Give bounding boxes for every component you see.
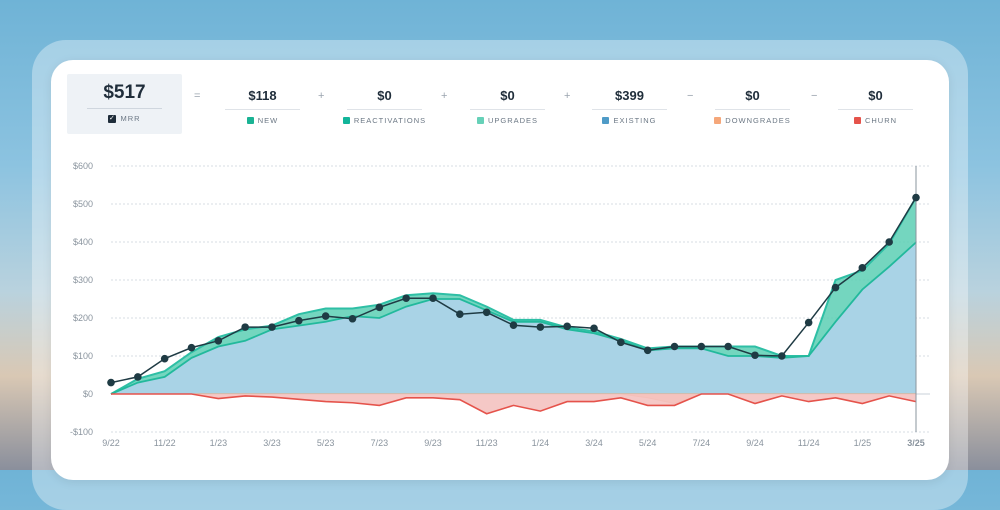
x-tick-label: 5/24 — [639, 438, 657, 448]
downgrades-value: $0 — [715, 88, 790, 110]
mrr-point — [509, 321, 518, 330]
mrr-point — [831, 283, 840, 292]
mrr-point — [912, 193, 920, 202]
x-tick-label: 3/23 — [263, 438, 281, 448]
mrr-point — [375, 303, 384, 312]
x-tick-label: 9/23 — [424, 438, 442, 448]
churn-label: CHURN — [864, 116, 898, 125]
existing-swatch — [602, 117, 610, 124]
mrr-point — [268, 323, 276, 331]
mrr-point — [751, 351, 759, 360]
mrr-point — [617, 338, 625, 347]
downgrades-swatch — [714, 117, 722, 124]
mrr-point — [321, 312, 330, 320]
mrr-point — [885, 238, 893, 246]
metric-downgrades[interactable]: $0 DOWNGRADES — [695, 74, 810, 134]
operator-plus-3: + — [564, 90, 571, 102]
x-tick-label: 11/23 — [476, 438, 498, 448]
churn-swatch — [853, 117, 861, 124]
mrr-point — [241, 323, 249, 331]
metric-churn[interactable]: $0 CHURN — [818, 74, 933, 134]
mrr-point — [107, 378, 115, 387]
checkbox-icon[interactable]: ✓ — [108, 114, 117, 123]
y-tick-label: -$100 — [70, 427, 93, 437]
metric-existing[interactable]: $399 EXISTING — [572, 74, 687, 134]
x-tick-label: 1/25 — [854, 438, 872, 448]
mrr-point — [563, 322, 571, 331]
mrr-point — [697, 342, 706, 351]
mrr-card: $517 ✓ MRR = $118 NEW + $0 REACTIVATIONS… — [51, 60, 949, 480]
mrr-point — [670, 342, 679, 351]
new-value: $118 — [225, 88, 300, 110]
mrr-point — [482, 308, 491, 317]
x-tick-label: 9/22 — [102, 438, 120, 448]
mrr-chart[interactable]: -$100 $0 $100 $200 $300 $400 $500 $600 9/22 11/22… — [0, 0, 1000, 470]
x-tick-label: 3/24 — [585, 438, 603, 448]
upgrades-value: $0 — [470, 88, 545, 110]
y-tick-label: $200 — [73, 313, 93, 323]
operator-minus-1: − — [687, 90, 694, 102]
mrr-point — [456, 310, 464, 319]
reactivations-swatch — [342, 117, 350, 124]
mrr-value: $517 — [87, 82, 162, 109]
mrr-point — [187, 343, 196, 352]
y-tick-label: $600 — [73, 161, 93, 171]
mrr-point — [590, 324, 598, 333]
mrr-point — [348, 314, 357, 323]
new-swatch — [246, 117, 254, 124]
upgrades-label: UPGRADES — [487, 116, 539, 125]
new-label: NEW — [257, 116, 279, 125]
mrr-point — [160, 354, 169, 363]
metric-mrr[interactable]: $517 ✓ MRR — [67, 74, 182, 134]
x-tick-label: 11/22 — [154, 438, 176, 448]
mrr-point — [134, 373, 142, 381]
mrr-point — [858, 264, 867, 272]
metric-new[interactable]: $118 NEW — [205, 74, 320, 134]
existing-value: $399 — [592, 88, 667, 110]
x-tick-label: 3/25 — [907, 438, 925, 448]
x-tick-label: 1/23 — [210, 438, 228, 448]
y-tick-label: $100 — [73, 351, 93, 361]
operator-plus-2: + — [441, 90, 448, 102]
mrr-point — [214, 337, 223, 345]
y-tick-label: $400 — [73, 237, 93, 247]
mrr-point — [402, 294, 410, 303]
x-tick-label: 9/24 — [746, 438, 764, 448]
x-tick-label: 5/23 — [317, 438, 335, 448]
x-tick-label: 1/24 — [532, 438, 550, 448]
series-churn-area — [111, 394, 916, 414]
existing-label: EXISTING — [613, 116, 657, 125]
operator-minus-2: − — [811, 90, 818, 102]
series-churn-line — [111, 393, 917, 415]
mrr-point — [643, 346, 652, 355]
mrr-point — [295, 316, 303, 325]
y-tick-label: $0 — [83, 389, 93, 399]
churn-value: $0 — [838, 88, 913, 110]
upgrades-swatch — [476, 117, 484, 124]
operator-plus-1: + — [318, 90, 325, 102]
mrr-point — [778, 352, 786, 360]
mrr-point — [724, 342, 732, 351]
mrr-point — [804, 318, 813, 327]
mrr-point — [429, 294, 437, 303]
mrr-point — [536, 323, 545, 331]
metric-reactivations[interactable]: $0 REACTIVATIONS — [327, 74, 442, 134]
mrr-label: MRR — [120, 114, 141, 123]
operator-equals: = — [194, 90, 201, 102]
y-tick-label: $300 — [73, 275, 93, 285]
x-tick-label: 7/24 — [693, 438, 711, 448]
reactivations-value: $0 — [347, 88, 422, 110]
metric-upgrades[interactable]: $0 UPGRADES — [450, 74, 565, 134]
x-tick-label: 11/24 — [798, 438, 820, 448]
reactivations-label: REACTIVATIONS — [353, 116, 427, 125]
x-tick-label: 7/23 — [371, 438, 389, 448]
series-existing-area — [111, 242, 916, 394]
y-tick-label: $500 — [73, 199, 93, 209]
downgrades-label: DOWNGRADES — [725, 116, 791, 125]
